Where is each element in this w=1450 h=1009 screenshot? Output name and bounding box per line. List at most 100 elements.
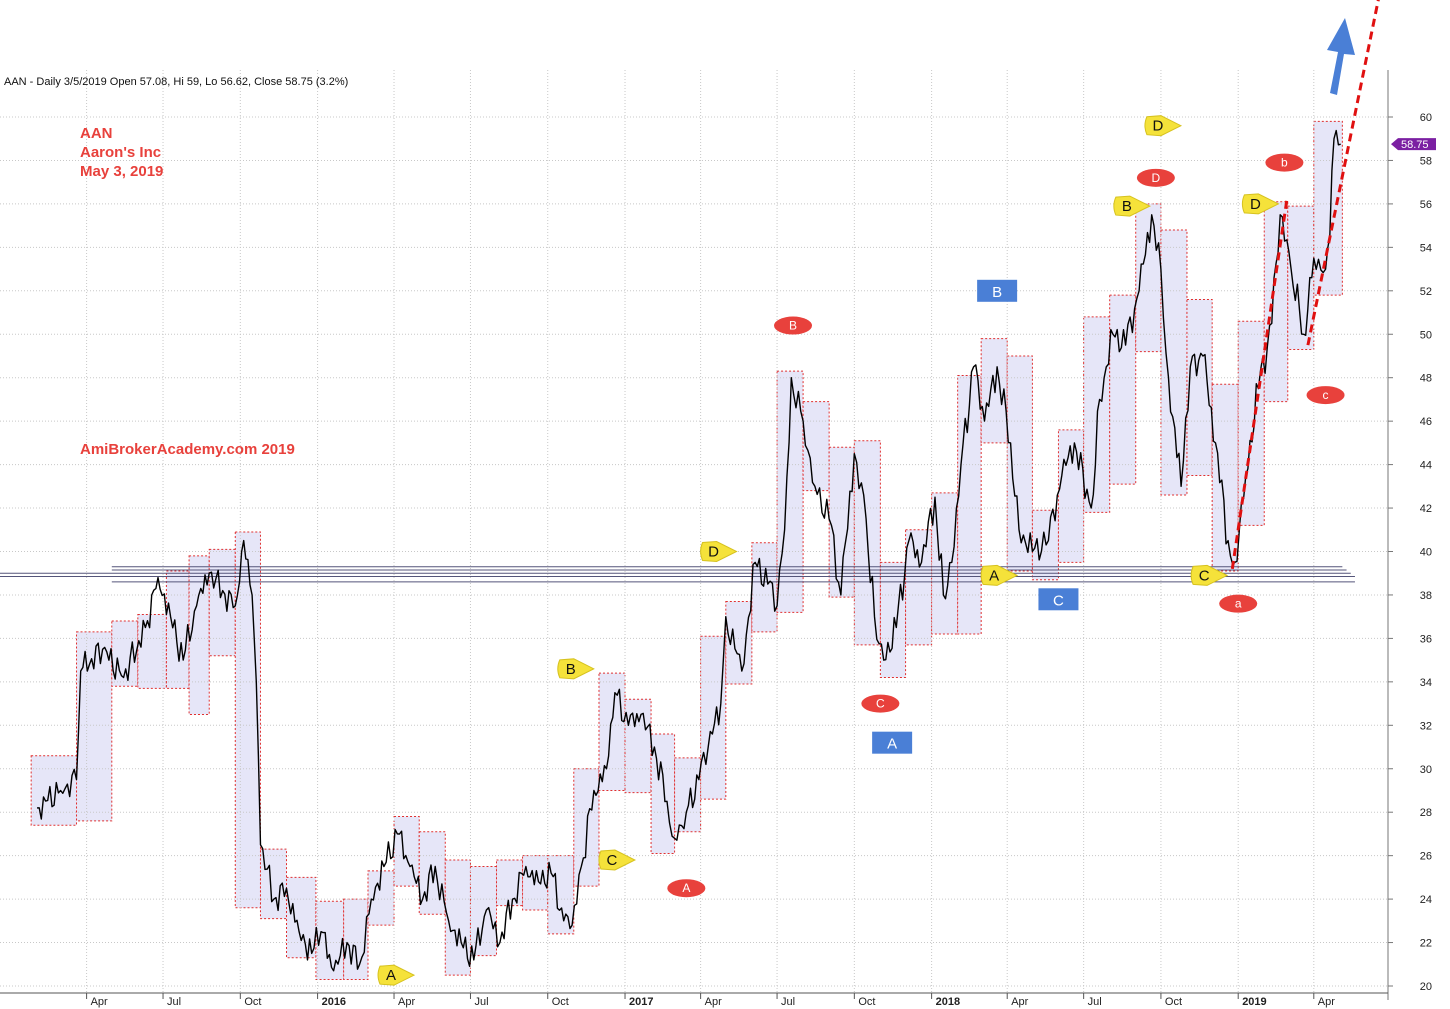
gridlines: [0, 70, 1388, 993]
x-tick-label: Oct: [1165, 996, 1182, 1008]
wave-label: C: [1038, 588, 1079, 611]
y-tick-label: 44: [1420, 460, 1432, 472]
wave-label: A: [667, 879, 706, 898]
y-tick-label: 56: [1420, 199, 1432, 211]
label-ellipse: [1136, 168, 1175, 187]
label-ellipse: [861, 694, 900, 713]
up-arrow-icon: [1327, 18, 1355, 95]
date-label: May 3, 2019: [80, 163, 164, 180]
label-text: D: [708, 544, 719, 561]
y-tick-label: 34: [1420, 677, 1432, 689]
label-text: B: [789, 319, 797, 333]
watermark-label: AmiBrokerAcademy.com 2019: [80, 441, 295, 458]
x-tick-label: Apr: [1318, 996, 1335, 1008]
label-text: c: [1323, 388, 1329, 402]
range-box: [286, 876, 317, 959]
wave-labels: A B C D A B C D A B C A B C D Da b c: [377, 115, 1345, 986]
last-price-label: 58.75: [1401, 139, 1429, 151]
chart-header: AAN - Daily 3/5/2019 Open 57.08, Hi 59, …: [4, 76, 349, 88]
wave-label: A: [377, 964, 416, 986]
y-tick-label: 50: [1420, 329, 1432, 341]
price-line: [36, 129, 1341, 972]
wave-label: C: [1190, 564, 1229, 586]
label-pennant: [598, 849, 637, 871]
wave-label: B: [1113, 195, 1151, 217]
range-box: [165, 570, 190, 689]
label-rect: [1038, 588, 1079, 611]
wave-label: a: [1219, 594, 1258, 613]
range-box: [1211, 383, 1239, 572]
range-box: [1186, 298, 1213, 476]
range-box: [1263, 201, 1289, 403]
range-box: [1237, 320, 1265, 526]
label-text: D: [1152, 171, 1161, 185]
label-text: B: [1122, 198, 1132, 215]
range-box: [444, 859, 471, 976]
label-rect: [872, 731, 913, 754]
support-lines: [0, 566, 1355, 583]
wave-label: b: [1265, 153, 1304, 172]
y-tick-label: 24: [1420, 894, 1432, 906]
label-ellipse: [667, 879, 706, 898]
y-tick-label: 32: [1420, 720, 1432, 732]
range-box: [343, 898, 369, 980]
range-box: [674, 757, 702, 833]
range-box: [802, 401, 830, 492]
x-tick-label: 2016: [322, 996, 346, 1008]
x-tick-label: Apr: [91, 996, 108, 1008]
x-tick-label: Oct: [552, 996, 569, 1008]
label-pennant: [1144, 115, 1183, 137]
wave-label: B: [774, 316, 813, 335]
label-text: b: [1281, 156, 1288, 170]
trend-line: [1306, 0, 1380, 346]
label-text: C: [1199, 567, 1210, 584]
x-tick-label: Apr: [705, 996, 722, 1008]
wave-label: A: [980, 564, 1019, 586]
x-tick-label: Jul: [474, 996, 488, 1008]
y-tick-label: 48: [1420, 373, 1432, 385]
range-box: [905, 529, 933, 646]
label-text: B: [566, 661, 576, 678]
label-text: C: [607, 852, 618, 869]
y-tick-label: 38: [1420, 590, 1432, 602]
range-box: [624, 698, 652, 794]
range-box: [315, 900, 345, 980]
y-tick-label: 58: [1420, 155, 1432, 167]
label-pennant: [980, 564, 1019, 586]
y-tick-label: 26: [1420, 851, 1432, 863]
y-tick-label: 60: [1420, 112, 1432, 124]
trend-lines: [1230, 0, 1380, 570]
y-tick-label: 42: [1420, 503, 1432, 515]
ticker-label: AAN: [80, 125, 113, 142]
wave-label: C: [861, 694, 900, 713]
label-pennant: [1241, 193, 1280, 215]
label-text: B: [992, 284, 1002, 301]
x-tick-label: Jul: [1088, 996, 1102, 1008]
label-ellipse: [1219, 594, 1258, 613]
y-tick-label: 54: [1420, 242, 1432, 254]
range-box: [547, 855, 575, 935]
wave-label: D: [700, 540, 738, 563]
wave-label: A: [872, 731, 913, 754]
y-tick-label: 20: [1420, 981, 1432, 993]
price-series: [36, 129, 1341, 972]
x-tick-label: Oct: [244, 996, 261, 1008]
y-tick-label: 36: [1420, 633, 1432, 645]
y-tick-label: 52: [1420, 286, 1432, 298]
range-box: [208, 548, 236, 657]
range-box: [393, 816, 420, 887]
wave-label: B: [557, 658, 595, 680]
range-box: [234, 531, 261, 909]
x-tick-label: Apr: [1011, 996, 1028, 1008]
range-box: [1109, 294, 1137, 485]
x-tick-label: Apr: [398, 996, 415, 1008]
wave-label: D: [1136, 168, 1175, 187]
x-tick-label: Oct: [858, 996, 875, 1008]
label-text: C: [876, 697, 885, 711]
last-price-marker: [1391, 138, 1436, 151]
wave-label: c: [1306, 386, 1345, 405]
label-ellipse: [1306, 386, 1345, 405]
axes: 20 22 24 26 28 30 32 34 36 38 40 42 44 46 48 50 52 54 56 58…: [0, 70, 1436, 1008]
range-box: [1006, 355, 1033, 572]
